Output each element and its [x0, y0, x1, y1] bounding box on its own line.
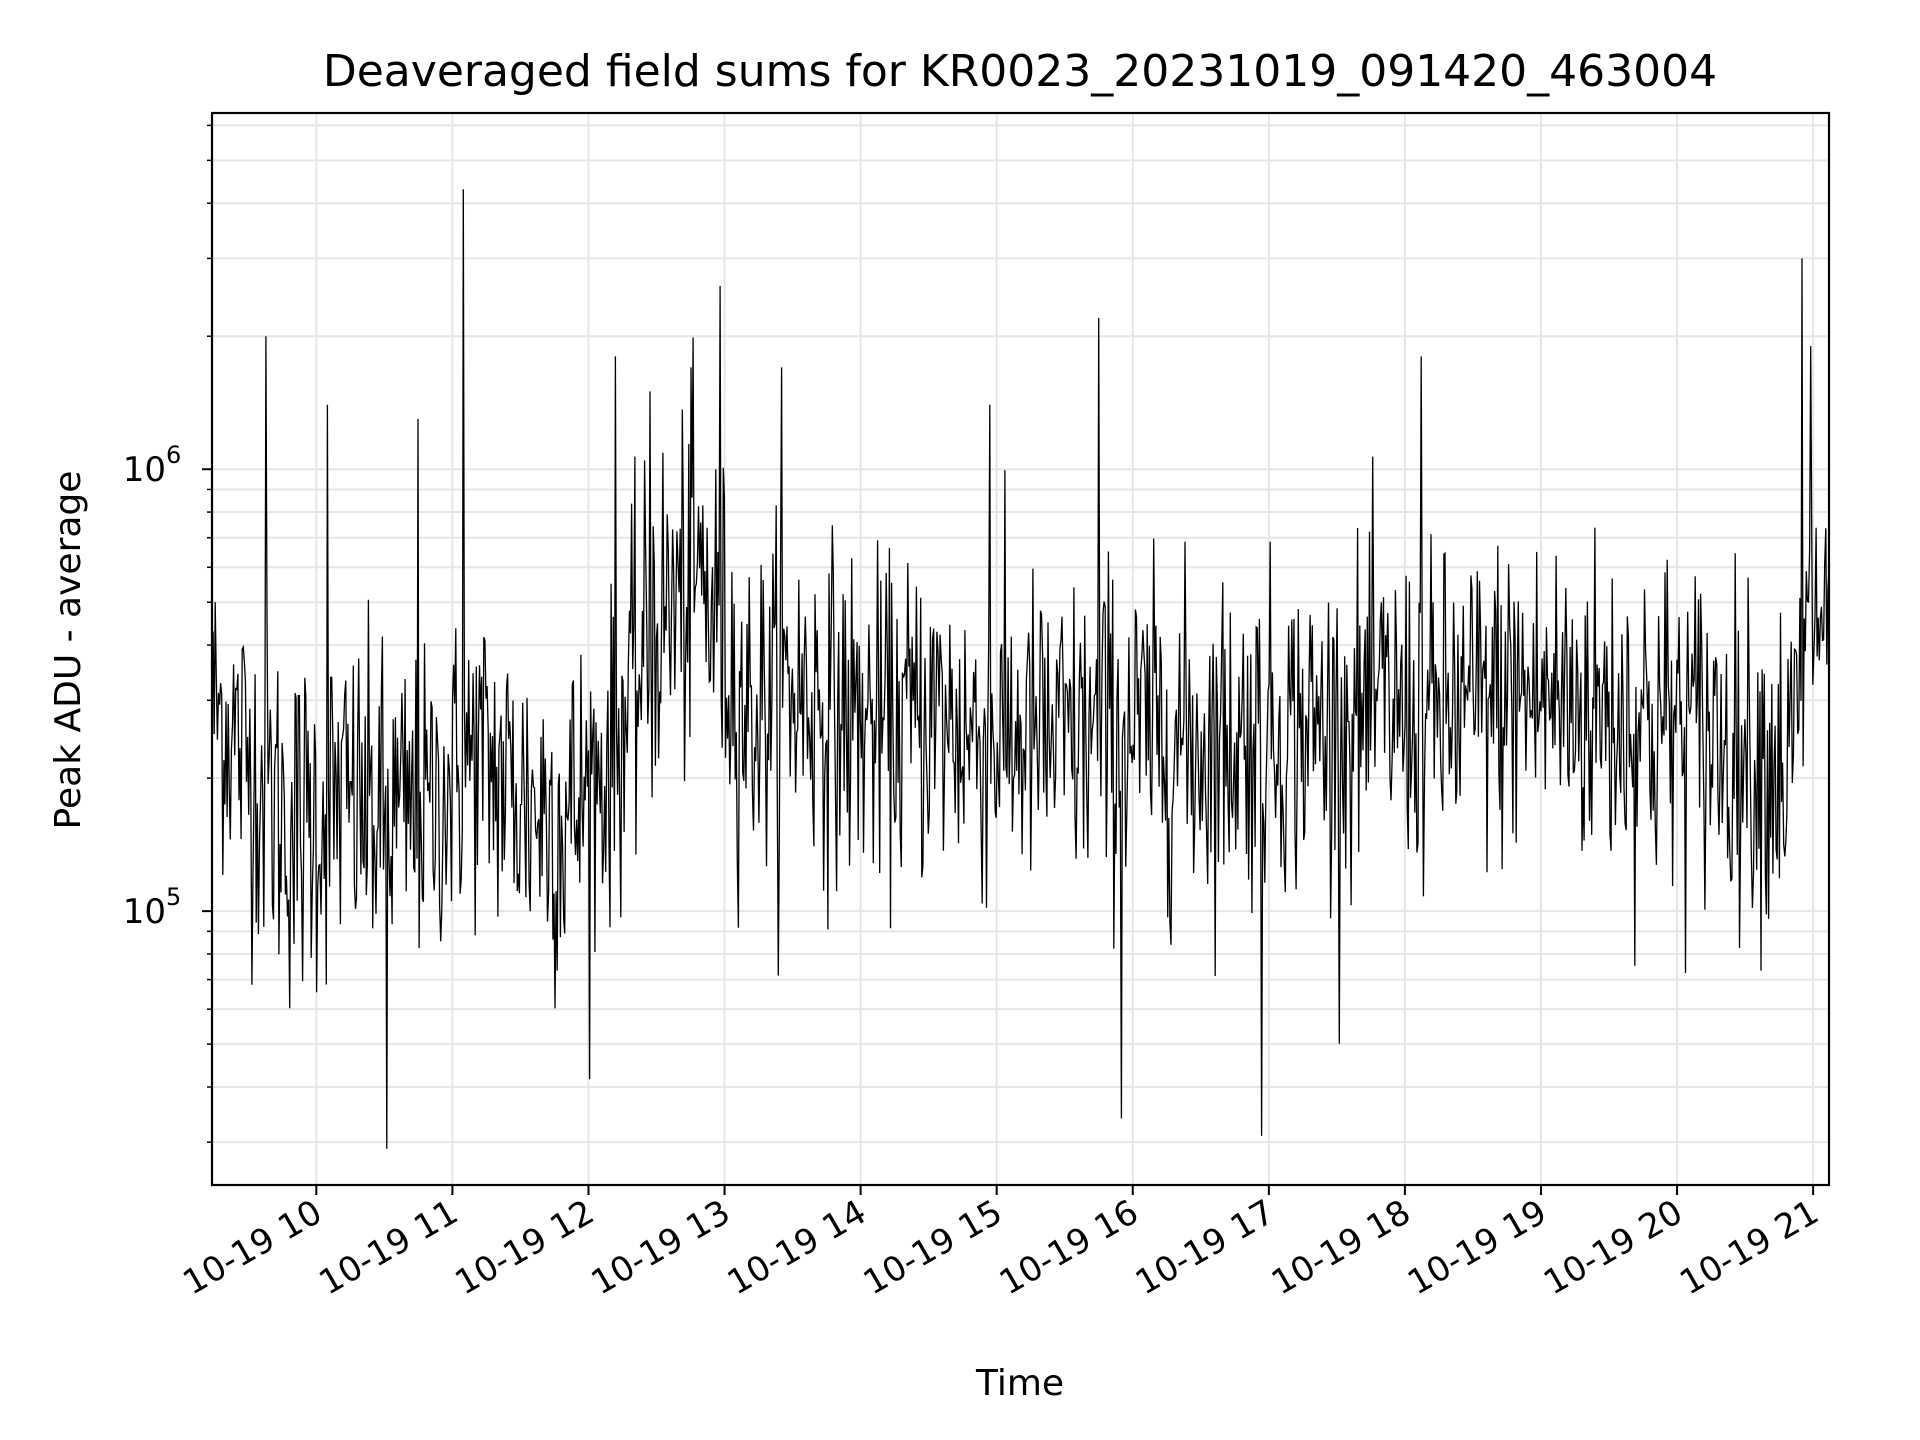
grid-lines: [212, 113, 1829, 1185]
series-line: [211, 189, 1830, 1149]
y-tick-label: 106: [123, 441, 182, 490]
y-axis-label: Peak ADU - average: [48, 471, 89, 830]
y-axis-ticks: 105 106: [123, 124, 212, 1143]
x-axis-label: Time: [975, 1363, 1064, 1404]
data-series: [211, 189, 1830, 1149]
chart-title: Deaveraged field sums for KR0023_2023101…: [323, 46, 1717, 97]
y-tick-label: 105: [123, 883, 182, 932]
plot-frame: [210, 111, 1831, 1187]
